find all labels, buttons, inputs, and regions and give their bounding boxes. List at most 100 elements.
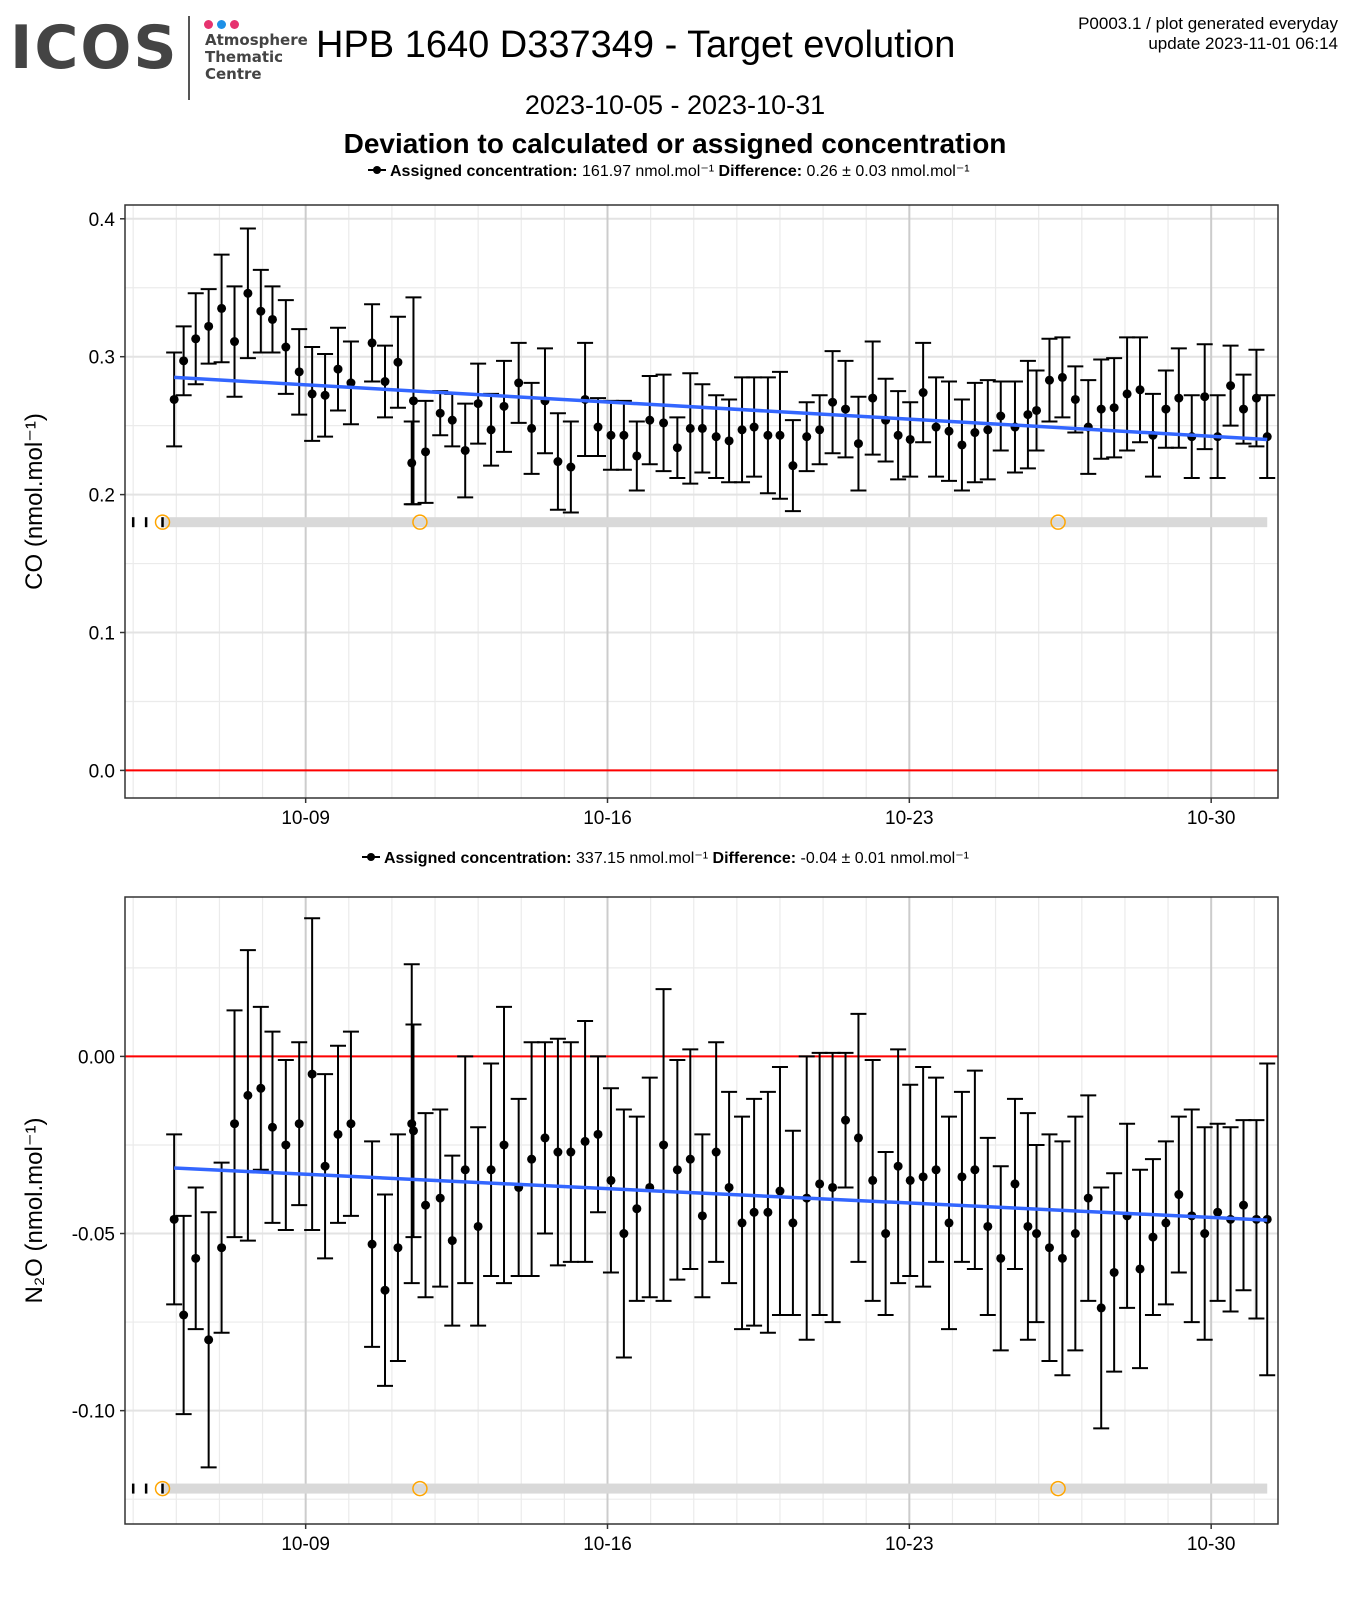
data-point	[1259, 394, 1276, 480]
data-point	[682, 1048, 699, 1270]
data-point	[1132, 336, 1149, 444]
logo-divider	[188, 16, 190, 100]
point-marker	[460, 1165, 470, 1175]
point-marker	[724, 1182, 734, 1192]
data-point	[377, 1193, 394, 1387]
legend-label: Difference:	[713, 850, 797, 867]
data-point	[562, 1041, 579, 1263]
point-marker	[996, 411, 1006, 421]
y-tick-label: 0.0	[89, 761, 115, 782]
point-marker	[1044, 375, 1054, 385]
chart-subtitle: Deviation to calculated or assigned conc…	[343, 128, 1007, 159]
point-marker	[1239, 404, 1249, 414]
chart-panel-n2o: 0.00 -0.05 -0.10 10-09 10-16 10-23 10-30 N₂O (n…	[21, 850, 1279, 1555]
data-point	[850, 1012, 867, 1263]
point-marker	[281, 342, 291, 352]
logo-dot	[217, 20, 226, 29]
data-point	[655, 373, 672, 473]
point-marker	[230, 1119, 240, 1129]
data-point	[417, 1112, 434, 1299]
data-point	[317, 1073, 334, 1260]
data-point	[252, 268, 269, 354]
data-point	[734, 376, 751, 484]
data-point	[890, 390, 907, 481]
data-point	[496, 359, 513, 453]
point-marker	[1135, 385, 1145, 395]
data-point	[187, 292, 204, 386]
point-marker	[672, 443, 682, 453]
y-tick-label: 0.3	[89, 348, 115, 369]
point-marker	[1044, 1243, 1054, 1253]
point-marker	[191, 1253, 201, 1263]
data-point	[615, 1108, 632, 1359]
data-point	[277, 1058, 294, 1231]
data-point	[1106, 357, 1123, 459]
point-marker	[553, 457, 563, 467]
point-marker	[632, 1204, 642, 1214]
data-point	[694, 383, 711, 474]
data-point	[364, 303, 381, 383]
point-marker	[540, 1133, 550, 1143]
data-point	[864, 340, 881, 456]
point-marker	[256, 1083, 266, 1093]
logo-dots-icon	[204, 16, 243, 34]
point-marker	[737, 1218, 747, 1228]
data-point	[771, 1066, 788, 1316]
marker-band	[162, 517, 1268, 528]
point-marker	[918, 388, 928, 398]
point-marker	[1070, 394, 1080, 404]
point-marker	[905, 1175, 915, 1185]
point-marker	[828, 397, 838, 407]
point-marker	[367, 1239, 377, 1249]
point-marker	[1200, 1229, 1210, 1239]
data-point	[746, 1097, 763, 1327]
point-marker	[1239, 1200, 1249, 1210]
data-point	[641, 375, 658, 466]
point-marker	[685, 1154, 695, 1164]
legend-point-icon	[373, 166, 381, 174]
point-marker	[619, 430, 629, 440]
point-marker	[802, 432, 812, 442]
point-marker	[169, 394, 179, 404]
data-point	[1196, 1126, 1213, 1341]
logo-dot	[204, 20, 213, 29]
data-point	[628, 420, 645, 492]
data-point	[1119, 1122, 1136, 1309]
data-point	[1054, 1140, 1071, 1377]
chart-panel-co: 0.0 0.1 0.2 0.3 0.4 10-09 10-16 10-23 10-30 CO (n…	[21, 163, 1279, 829]
icos-logo: ICOS	[10, 13, 179, 83]
point-marker	[905, 434, 915, 444]
point-marker	[421, 1200, 431, 1210]
legend-text: Assigned concentration: 161.97 nmol.mol⁻…	[390, 163, 970, 180]
data-point	[264, 285, 281, 354]
data-point	[682, 372, 699, 485]
point-marker	[447, 1236, 457, 1246]
data-point	[226, 1009, 243, 1239]
data-point	[992, 1165, 1009, 1352]
point-marker	[931, 422, 941, 432]
data-point	[1093, 1186, 1110, 1430]
y-tick-label: 0.4	[89, 210, 116, 231]
data-point	[1054, 336, 1071, 419]
y-tick-label: 0.2	[89, 486, 115, 507]
y-tick-label: -0.05	[72, 1225, 115, 1246]
point-marker	[996, 1253, 1006, 1263]
data-point	[784, 419, 801, 513]
data-point	[200, 1211, 217, 1469]
point-marker	[267, 314, 277, 324]
point-marker	[841, 404, 851, 414]
point-marker	[957, 1172, 967, 1182]
data-point	[966, 381, 983, 484]
x-tick-label: 10-09	[281, 1534, 330, 1555]
point-marker	[775, 1186, 785, 1196]
data-point	[1041, 337, 1058, 423]
data-point	[239, 227, 256, 360]
point-marker	[893, 1161, 903, 1171]
marker-circle	[412, 1480, 428, 1497]
data-point	[239, 949, 256, 1242]
data-point	[771, 370, 788, 500]
data-point	[1019, 359, 1036, 470]
data-point	[628, 1115, 645, 1302]
point-marker	[393, 1243, 403, 1253]
data-point	[590, 1055, 607, 1214]
